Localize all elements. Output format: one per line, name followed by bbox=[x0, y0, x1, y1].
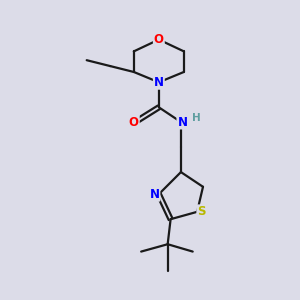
Text: O: O bbox=[154, 33, 164, 46]
Text: H: H bbox=[192, 113, 201, 124]
Text: N: N bbox=[154, 76, 164, 89]
Text: O: O bbox=[129, 116, 139, 128]
Text: N: N bbox=[149, 188, 159, 201]
Text: S: S bbox=[197, 205, 206, 218]
Text: N: N bbox=[177, 116, 188, 128]
